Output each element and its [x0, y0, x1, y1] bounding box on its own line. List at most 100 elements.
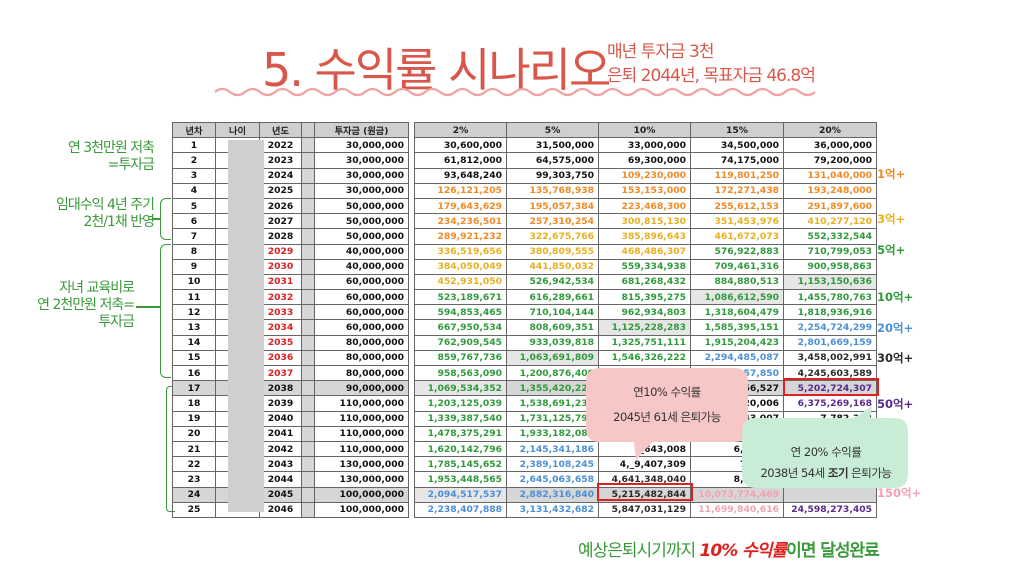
cell-rate-2: 1,069,534,352 — [414, 380, 507, 397]
cell-rate-2: 61,812,000 — [414, 152, 507, 169]
cell-rate-10: 468,486,307 — [598, 243, 691, 260]
cell-spacer — [301, 501, 315, 518]
cell-year: 2044 — [259, 471, 302, 488]
cell-principal: 100,000,000 — [314, 486, 409, 503]
principal-row: 6 2027 50,000,000 — [172, 213, 409, 230]
bracket-later — [166, 386, 175, 512]
header-rate-20: 20% — [783, 121, 877, 139]
returns-row: 30,600,000 31,500,000 33,000,000 34,500,000… — [414, 137, 877, 154]
cell-year: 2034 — [259, 319, 302, 336]
principal-row: 19 2040 110,000,000 — [172, 410, 409, 427]
cell-year: 2023 — [259, 152, 302, 169]
cell-spacer — [301, 228, 315, 245]
cell-year: 2040 — [259, 410, 302, 427]
cell-rate-5: 2,645,063,658 — [506, 471, 599, 488]
bubble-20pct: 연 20% 수익률 2038년 54세 조기 은퇴가능 — [760, 445, 892, 480]
cell-rate-5: 135,768,938 — [506, 182, 599, 199]
cell-spacer — [301, 182, 315, 199]
cell-year: 2027 — [259, 213, 302, 230]
cell-year: 2036 — [259, 349, 302, 367]
cell-year-index: 14 — [172, 334, 216, 351]
cell-spacer — [301, 395, 315, 412]
header-principal: 투자금 (원금) — [314, 121, 409, 139]
cell-rate-5: 1,063,691,809 — [506, 349, 599, 367]
cell-rate-2: 93,648,240 — [414, 167, 507, 184]
milestone-3: 3억+ — [877, 212, 906, 226]
cell-rate-20: 36,000,000 — [783, 137, 877, 154]
returns-row: 179,643,629 195,057,384 223,468,300 255,612… — [414, 197, 877, 215]
footer-caption: 예상은퇴시기까지 10% 수익률이면 달성완료 — [578, 541, 880, 561]
cell-rate-10: 69,300,000 — [598, 152, 691, 169]
cell-rate-2: 1,953,448,565 — [414, 471, 507, 488]
cell-rate-20: 24,598,273,405 — [783, 501, 877, 518]
returns-row: 667,950,534 808,609,351 1,125,228,283 1,585… — [414, 319, 877, 336]
cell-rate-2: 523,189,671 — [414, 289, 507, 306]
cell-spacer — [301, 456, 315, 473]
cell-spacer — [301, 289, 315, 306]
cell-principal: 30,000,000 — [314, 137, 409, 154]
cell-rate-2: 289,921,232 — [414, 228, 507, 245]
returns-row: 523,189,671 616,289,661 815,395,275 1,086,6… — [414, 289, 877, 306]
cell-year-index: 5 — [172, 197, 216, 215]
cell-rate-2: 1,620,142,796 — [414, 440, 507, 458]
cell-rate-15: 884,880,513 — [690, 273, 784, 291]
cell-rate-5: 31,500,000 — [506, 137, 599, 154]
cell-rate-20: 79,200,000 — [783, 152, 877, 169]
cell-rate-15: 576,922,883 — [690, 243, 784, 260]
cell-year-index: 18 — [172, 395, 216, 412]
cell-rate-10: 681,268,432 — [598, 273, 691, 291]
cell-rate-10: 385,896,643 — [598, 228, 691, 245]
cell-principal: 110,000,000 — [314, 440, 409, 458]
cell-principal: 90,000,000 — [314, 380, 409, 397]
cell-year: 2028 — [259, 228, 302, 245]
cell-year: 2024 — [259, 167, 302, 184]
cell-rate-2: 1,478,375,291 — [414, 425, 507, 442]
cell-rate-15: 11,699,840,616 — [690, 501, 784, 518]
cell-rate-15: 172,271,438 — [690, 182, 784, 199]
principal-row: 22 2043 130,000,000 — [172, 456, 409, 473]
cell-rate-10: 223,468,300 — [598, 197, 691, 215]
cell-spacer — [301, 425, 315, 442]
principal-row: 7 2028 50,000,000 — [172, 228, 409, 245]
principal-row: 3 2024 30,000,000 — [172, 167, 409, 184]
bracket-rental-tick — [152, 218, 160, 220]
returns-row: 126,121,205 135,768,938 153,153,000 172,271… — [414, 182, 877, 199]
cell-principal: 60,000,000 — [314, 319, 409, 336]
cell-principal: 50,000,000 — [314, 228, 409, 245]
cell-rate-2: 179,643,629 — [414, 197, 507, 215]
cell-spacer — [301, 440, 315, 458]
milestone-1: 1억+ — [877, 167, 906, 181]
cell-rate-20: 710,799,053 — [783, 243, 877, 260]
header-spacer — [301, 121, 315, 139]
cell-principal: 60,000,000 — [314, 304, 409, 321]
cell-rate-5: 933,039,818 — [506, 334, 599, 351]
cell-rate-2: 859,767,736 — [414, 349, 507, 367]
cell-rate-5: 2,882,316,840 — [506, 486, 599, 503]
cell-year-index: 15 — [172, 349, 216, 367]
returns-row: 234,236,501 257,310,254 300,815,130 351,453… — [414, 213, 877, 230]
cell-year-index: 4 — [172, 182, 216, 199]
cell-year: 2029 — [259, 243, 302, 260]
returns-row: 762,909,545 933,039,818 1,325,751,111 1,915… — [414, 334, 877, 351]
principal-row: 4 2025 30,000,000 — [172, 182, 409, 199]
principal-row: 12 2033 60,000,000 — [172, 304, 409, 321]
side-note-education: 자녀 교육비로 연 2천만원 저축= 투자금 — [37, 280, 135, 330]
principal-row: 14 2035 80,000,000 — [172, 334, 409, 351]
cell-rate-20: 291,897,600 — [783, 197, 877, 215]
principal-row: 10 2031 60,000,000 — [172, 273, 409, 291]
cell-principal: 50,000,000 — [314, 197, 409, 215]
cell-year: 2026 — [259, 197, 302, 215]
cell-year-index: 11 — [172, 289, 216, 306]
milestone-150: 150억+ — [877, 486, 922, 500]
cell-principal: 60,000,000 — [314, 273, 409, 291]
age-redaction — [228, 140, 264, 512]
cell-rate-15: 34,500,000 — [690, 137, 784, 154]
principal-row: 20 2041 110,000,000 — [172, 425, 409, 442]
cell-rate-10: 109,230,000 — [598, 167, 691, 184]
bracket-education-tick — [136, 306, 160, 308]
cell-spacer — [301, 152, 315, 169]
cell-rate-5: 441,850,032 — [506, 258, 599, 275]
cell-rate-10: 5,847,031,129 — [598, 501, 691, 518]
cell-rate-5: 616,289,661 — [506, 289, 599, 306]
cell-rate-15: 351,453,976 — [690, 213, 784, 230]
